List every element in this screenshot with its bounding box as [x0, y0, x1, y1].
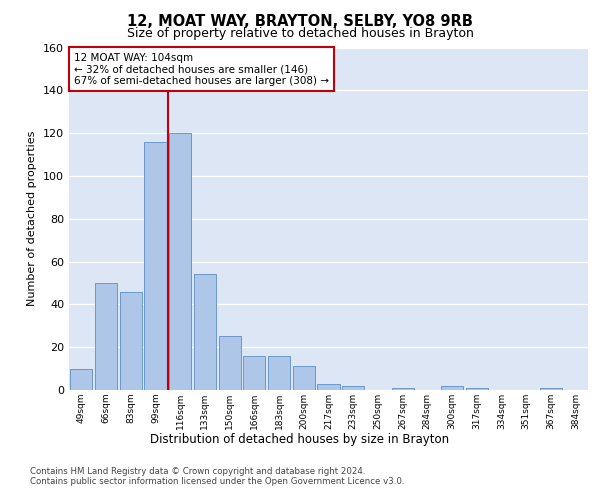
- Bar: [268, 356, 290, 390]
- Text: Distribution of detached houses by size in Brayton: Distribution of detached houses by size …: [151, 432, 449, 446]
- Bar: [441, 386, 463, 390]
- Text: Contains HM Land Registry data © Crown copyright and database right 2024.: Contains HM Land Registry data © Crown c…: [30, 468, 365, 476]
- Text: 12 MOAT WAY: 104sqm
← 32% of detached houses are smaller (146)
67% of semi-detac: 12 MOAT WAY: 104sqm ← 32% of detached ho…: [74, 52, 329, 86]
- Bar: [119, 292, 142, 390]
- Text: 12, MOAT WAY, BRAYTON, SELBY, YO8 9RB: 12, MOAT WAY, BRAYTON, SELBY, YO8 9RB: [127, 14, 473, 29]
- Bar: [466, 388, 488, 390]
- Bar: [169, 133, 191, 390]
- Bar: [70, 368, 92, 390]
- Bar: [243, 356, 265, 390]
- Bar: [194, 274, 216, 390]
- Bar: [392, 388, 414, 390]
- Bar: [540, 388, 562, 390]
- Bar: [218, 336, 241, 390]
- Bar: [95, 283, 117, 390]
- Bar: [293, 366, 315, 390]
- Bar: [342, 386, 364, 390]
- Bar: [317, 384, 340, 390]
- Y-axis label: Number of detached properties: Number of detached properties: [28, 131, 37, 306]
- Text: Size of property relative to detached houses in Brayton: Size of property relative to detached ho…: [127, 28, 473, 40]
- Text: Contains public sector information licensed under the Open Government Licence v3: Contains public sector information licen…: [30, 478, 404, 486]
- Bar: [145, 142, 167, 390]
